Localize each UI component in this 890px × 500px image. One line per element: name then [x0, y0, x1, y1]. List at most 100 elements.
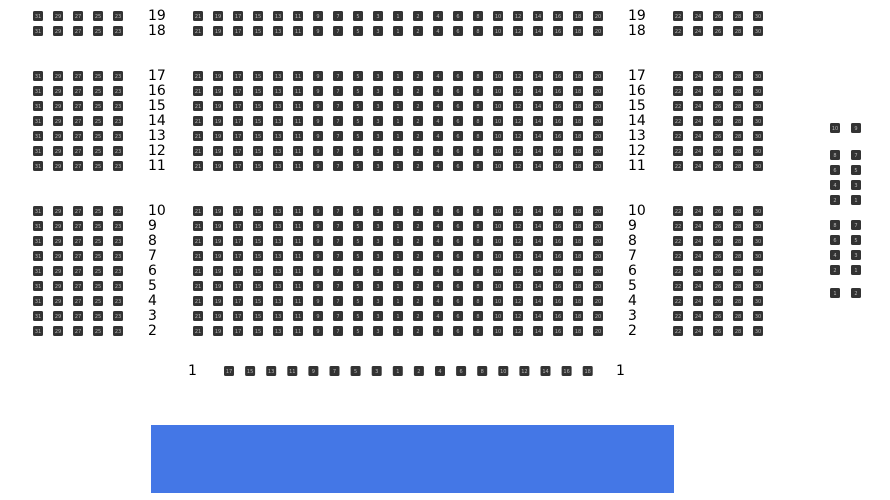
seat-number[interactable]: 10 — [495, 284, 501, 290]
seat[interactable]: 10 — [493, 71, 503, 81]
seat-box[interactable] — [533, 206, 543, 216]
seat-box[interactable] — [273, 236, 283, 246]
seat-number[interactable]: 10 — [495, 224, 501, 230]
seat[interactable]: 25 — [93, 11, 103, 21]
seat-number[interactable]: 25 — [95, 119, 101, 125]
seat-box[interactable] — [393, 266, 403, 276]
seat-number[interactable]: 6 — [456, 134, 459, 140]
seat-box[interactable] — [851, 180, 861, 190]
seat-number[interactable]: 18 — [585, 369, 591, 375]
seat-number[interactable]: 2 — [416, 269, 419, 275]
seat-box[interactable] — [73, 131, 83, 141]
seat-number[interactable]: 18 — [575, 29, 581, 35]
seat-box[interactable] — [353, 251, 363, 261]
seat-number[interactable]: 11 — [295, 329, 301, 335]
seat[interactable]: 5 — [353, 26, 363, 36]
seat[interactable]: 5 — [353, 71, 363, 81]
seat-box[interactable] — [513, 146, 523, 156]
seat-box[interactable] — [733, 11, 743, 21]
seat[interactable]: 22 — [673, 251, 683, 261]
seat[interactable]: 6 — [456, 366, 467, 376]
seat-number[interactable]: 11 — [295, 164, 301, 170]
seat-number[interactable]: 1 — [396, 254, 399, 260]
seat[interactable]: 1 — [393, 101, 403, 111]
seat-number[interactable]: 24 — [695, 254, 701, 260]
seat-box[interactable] — [513, 281, 523, 291]
seat-box[interactable] — [693, 116, 703, 126]
seat-box[interactable] — [473, 86, 483, 96]
seat-box[interactable] — [533, 221, 543, 231]
seat[interactable]: 20 — [593, 311, 603, 321]
seat[interactable]: 27 — [73, 221, 83, 231]
seat-box[interactable] — [433, 146, 443, 156]
seat-number[interactable]: 4 — [436, 104, 439, 110]
seat-number[interactable]: 18 — [575, 89, 581, 95]
seat-number[interactable]: 1 — [833, 291, 836, 297]
seat[interactable]: 5 — [353, 251, 363, 261]
seat[interactable]: 11 — [293, 266, 303, 276]
seat-box[interactable] — [733, 221, 743, 231]
seat[interactable]: 8 — [473, 221, 483, 231]
seat-box[interactable] — [393, 251, 403, 261]
seat-number[interactable]: 4 — [436, 329, 439, 335]
seat-box[interactable] — [433, 281, 443, 291]
seat-box[interactable] — [693, 26, 703, 36]
seat-number[interactable]: 15 — [255, 239, 261, 245]
seat[interactable]: 24 — [693, 221, 703, 231]
seat[interactable]: 1 — [393, 221, 403, 231]
seat-number[interactable]: 10 — [495, 119, 501, 125]
seat[interactable]: 23 — [113, 236, 123, 246]
seat-box[interactable] — [313, 86, 323, 96]
seat-box[interactable] — [433, 206, 443, 216]
seat[interactable]: 30 — [753, 71, 763, 81]
seat[interactable]: 25 — [93, 311, 103, 321]
seat-box[interactable] — [830, 250, 840, 260]
seat[interactable]: 15 — [253, 311, 263, 321]
seat-number[interactable]: 14 — [535, 104, 541, 110]
seat[interactable]: 9 — [313, 251, 323, 261]
seat-box[interactable] — [233, 86, 243, 96]
seat-number[interactable]: 22 — [675, 134, 681, 140]
seat-number[interactable]: 31 — [35, 149, 41, 155]
seat-box[interactable] — [733, 146, 743, 156]
seat-number[interactable]: 9 — [316, 239, 319, 245]
seat-box[interactable] — [53, 161, 63, 171]
seat-box[interactable] — [413, 236, 423, 246]
seat[interactable]: 21 — [193, 71, 203, 81]
seat-number[interactable]: 1 — [396, 314, 399, 320]
seat-box[interactable] — [733, 71, 743, 81]
seat[interactable]: 4 — [433, 326, 443, 336]
seat-box[interactable] — [350, 366, 361, 376]
seat-number[interactable]: 28 — [735, 254, 741, 260]
seat-number[interactable]: 30 — [755, 119, 761, 125]
seat-number[interactable]: 15 — [255, 314, 261, 320]
seat[interactable]: 20 — [593, 236, 603, 246]
seat-number[interactable]: 2 — [416, 89, 419, 95]
seat[interactable]: 24 — [693, 326, 703, 336]
seat-box[interactable] — [413, 26, 423, 36]
seat-number[interactable]: 8 — [476, 269, 479, 275]
seat-number[interactable]: 6 — [456, 104, 459, 110]
seat-number[interactable]: 13 — [268, 369, 274, 375]
seat-box[interactable] — [513, 26, 523, 36]
seat-box[interactable] — [593, 221, 603, 231]
seat-number[interactable]: 7 — [336, 329, 339, 335]
seat[interactable]: 2 — [413, 281, 423, 291]
seat-number[interactable]: 30 — [755, 269, 761, 275]
seat-number[interactable]: 3 — [376, 329, 379, 335]
seat-box[interactable] — [53, 11, 63, 21]
seat[interactable]: 22 — [673, 71, 683, 81]
seat-box[interactable] — [561, 366, 572, 376]
seat-number[interactable]: 9 — [316, 74, 319, 80]
seat-number[interactable]: 22 — [675, 164, 681, 170]
seat-number[interactable]: 19 — [215, 254, 221, 260]
seat-number[interactable]: 31 — [35, 209, 41, 215]
seat-box[interactable] — [673, 161, 683, 171]
seat-number[interactable]: 11 — [295, 134, 301, 140]
seat[interactable]: 10 — [493, 161, 503, 171]
seat-box[interactable] — [453, 161, 463, 171]
seat-number[interactable]: 20 — [595, 224, 601, 230]
seat[interactable]: 28 — [733, 161, 743, 171]
seat[interactable]: 2 — [413, 86, 423, 96]
seat-box[interactable] — [851, 195, 861, 205]
